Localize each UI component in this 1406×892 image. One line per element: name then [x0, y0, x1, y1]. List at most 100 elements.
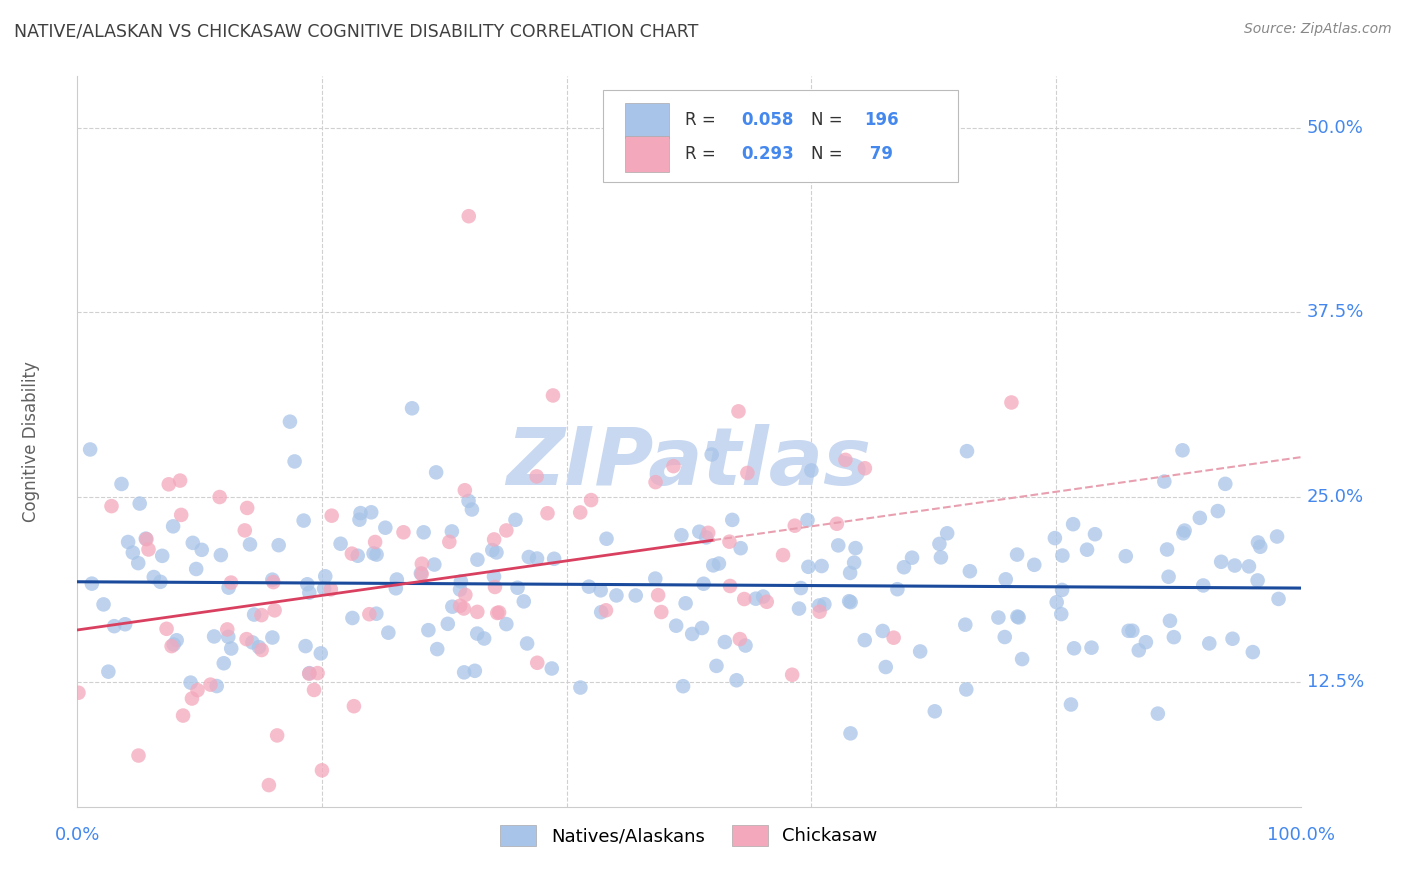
Point: [1050, 582, 1073, 597]
Point: [364, 535, 387, 549]
Point: [385, 573, 408, 587]
Point: [718, 579, 741, 593]
Point: [808, 599, 831, 613]
Point: [93, 598, 115, 612]
Point: [418, 623, 440, 637]
Point: [385, 582, 408, 596]
Point: [170, 508, 193, 522]
Point: [212, 657, 235, 671]
FancyBboxPatch shape: [626, 136, 669, 172]
Point: [1046, 595, 1069, 609]
Text: 0.058: 0.058: [741, 112, 794, 129]
Point: [138, 542, 160, 557]
Point: [1005, 548, 1028, 562]
Text: R =: R =: [685, 112, 721, 129]
Point: [730, 541, 752, 556]
Point: [103, 619, 125, 633]
Text: 196: 196: [863, 112, 898, 129]
Point: [737, 466, 759, 480]
Point: [540, 661, 562, 675]
Point: [1211, 555, 1233, 569]
Point: [700, 448, 723, 462]
Point: [377, 625, 399, 640]
Point: [457, 494, 479, 508]
Point: [117, 535, 139, 549]
FancyBboxPatch shape: [603, 90, 957, 182]
FancyBboxPatch shape: [626, 103, 669, 138]
Point: [374, 521, 396, 535]
Point: [928, 537, 950, 551]
Point: [1246, 574, 1268, 588]
Point: [267, 538, 290, 552]
Point: [80, 576, 103, 591]
Point: [257, 778, 280, 792]
Point: [346, 549, 368, 563]
Point: [1011, 652, 1033, 666]
Point: [825, 516, 848, 531]
Point: [163, 637, 186, 651]
Point: [1084, 527, 1107, 541]
Point: [936, 526, 959, 541]
Point: [329, 537, 352, 551]
Point: [810, 559, 832, 574]
Point: [772, 548, 794, 562]
Point: [702, 558, 724, 573]
Point: [956, 444, 979, 458]
Text: 37.5%: 37.5%: [1306, 303, 1364, 321]
Point: [692, 576, 714, 591]
Point: [464, 664, 486, 678]
Point: [495, 617, 517, 632]
Point: [589, 583, 612, 598]
Text: N =: N =: [811, 145, 848, 163]
Point: [495, 524, 517, 538]
Point: [838, 594, 860, 608]
Point: [110, 477, 132, 491]
Point: [266, 728, 288, 742]
Point: [987, 610, 1010, 624]
Text: 12.5%: 12.5%: [1306, 673, 1364, 690]
Point: [733, 592, 755, 607]
Point: [872, 624, 894, 638]
Point: [1052, 549, 1074, 563]
Point: [1247, 535, 1270, 549]
Text: 100.0%: 100.0%: [1267, 826, 1334, 844]
Point: [690, 621, 713, 635]
Point: [517, 549, 540, 564]
Point: [311, 764, 333, 778]
Point: [262, 573, 284, 587]
Point: [579, 493, 602, 508]
Point: [162, 519, 184, 533]
Point: [360, 505, 382, 519]
Point: [1249, 540, 1271, 554]
Point: [366, 548, 388, 562]
Point: [465, 626, 488, 640]
Point: [454, 483, 477, 498]
Point: [536, 506, 558, 520]
Point: [842, 556, 865, 570]
Point: [484, 580, 506, 594]
Point: [839, 595, 862, 609]
Point: [392, 525, 415, 540]
Point: [543, 551, 565, 566]
Point: [482, 569, 505, 583]
Point: [302, 682, 325, 697]
Point: [516, 636, 538, 650]
Point: [366, 607, 388, 621]
Point: [924, 704, 946, 718]
Point: [454, 588, 477, 602]
Point: [955, 617, 977, 632]
Point: [727, 404, 749, 418]
Point: [343, 699, 366, 714]
Legend: Natives/Alaskans, Chickasaw: Natives/Alaskans, Chickasaw: [494, 818, 884, 853]
Point: [959, 564, 981, 578]
Point: [908, 644, 931, 658]
Point: [1147, 706, 1170, 721]
Point: [127, 748, 149, 763]
Point: [321, 508, 343, 523]
Point: [526, 469, 548, 483]
Point: [200, 678, 222, 692]
Point: [449, 582, 471, 597]
Point: [247, 640, 270, 654]
Point: [796, 513, 818, 527]
Point: [297, 577, 319, 591]
